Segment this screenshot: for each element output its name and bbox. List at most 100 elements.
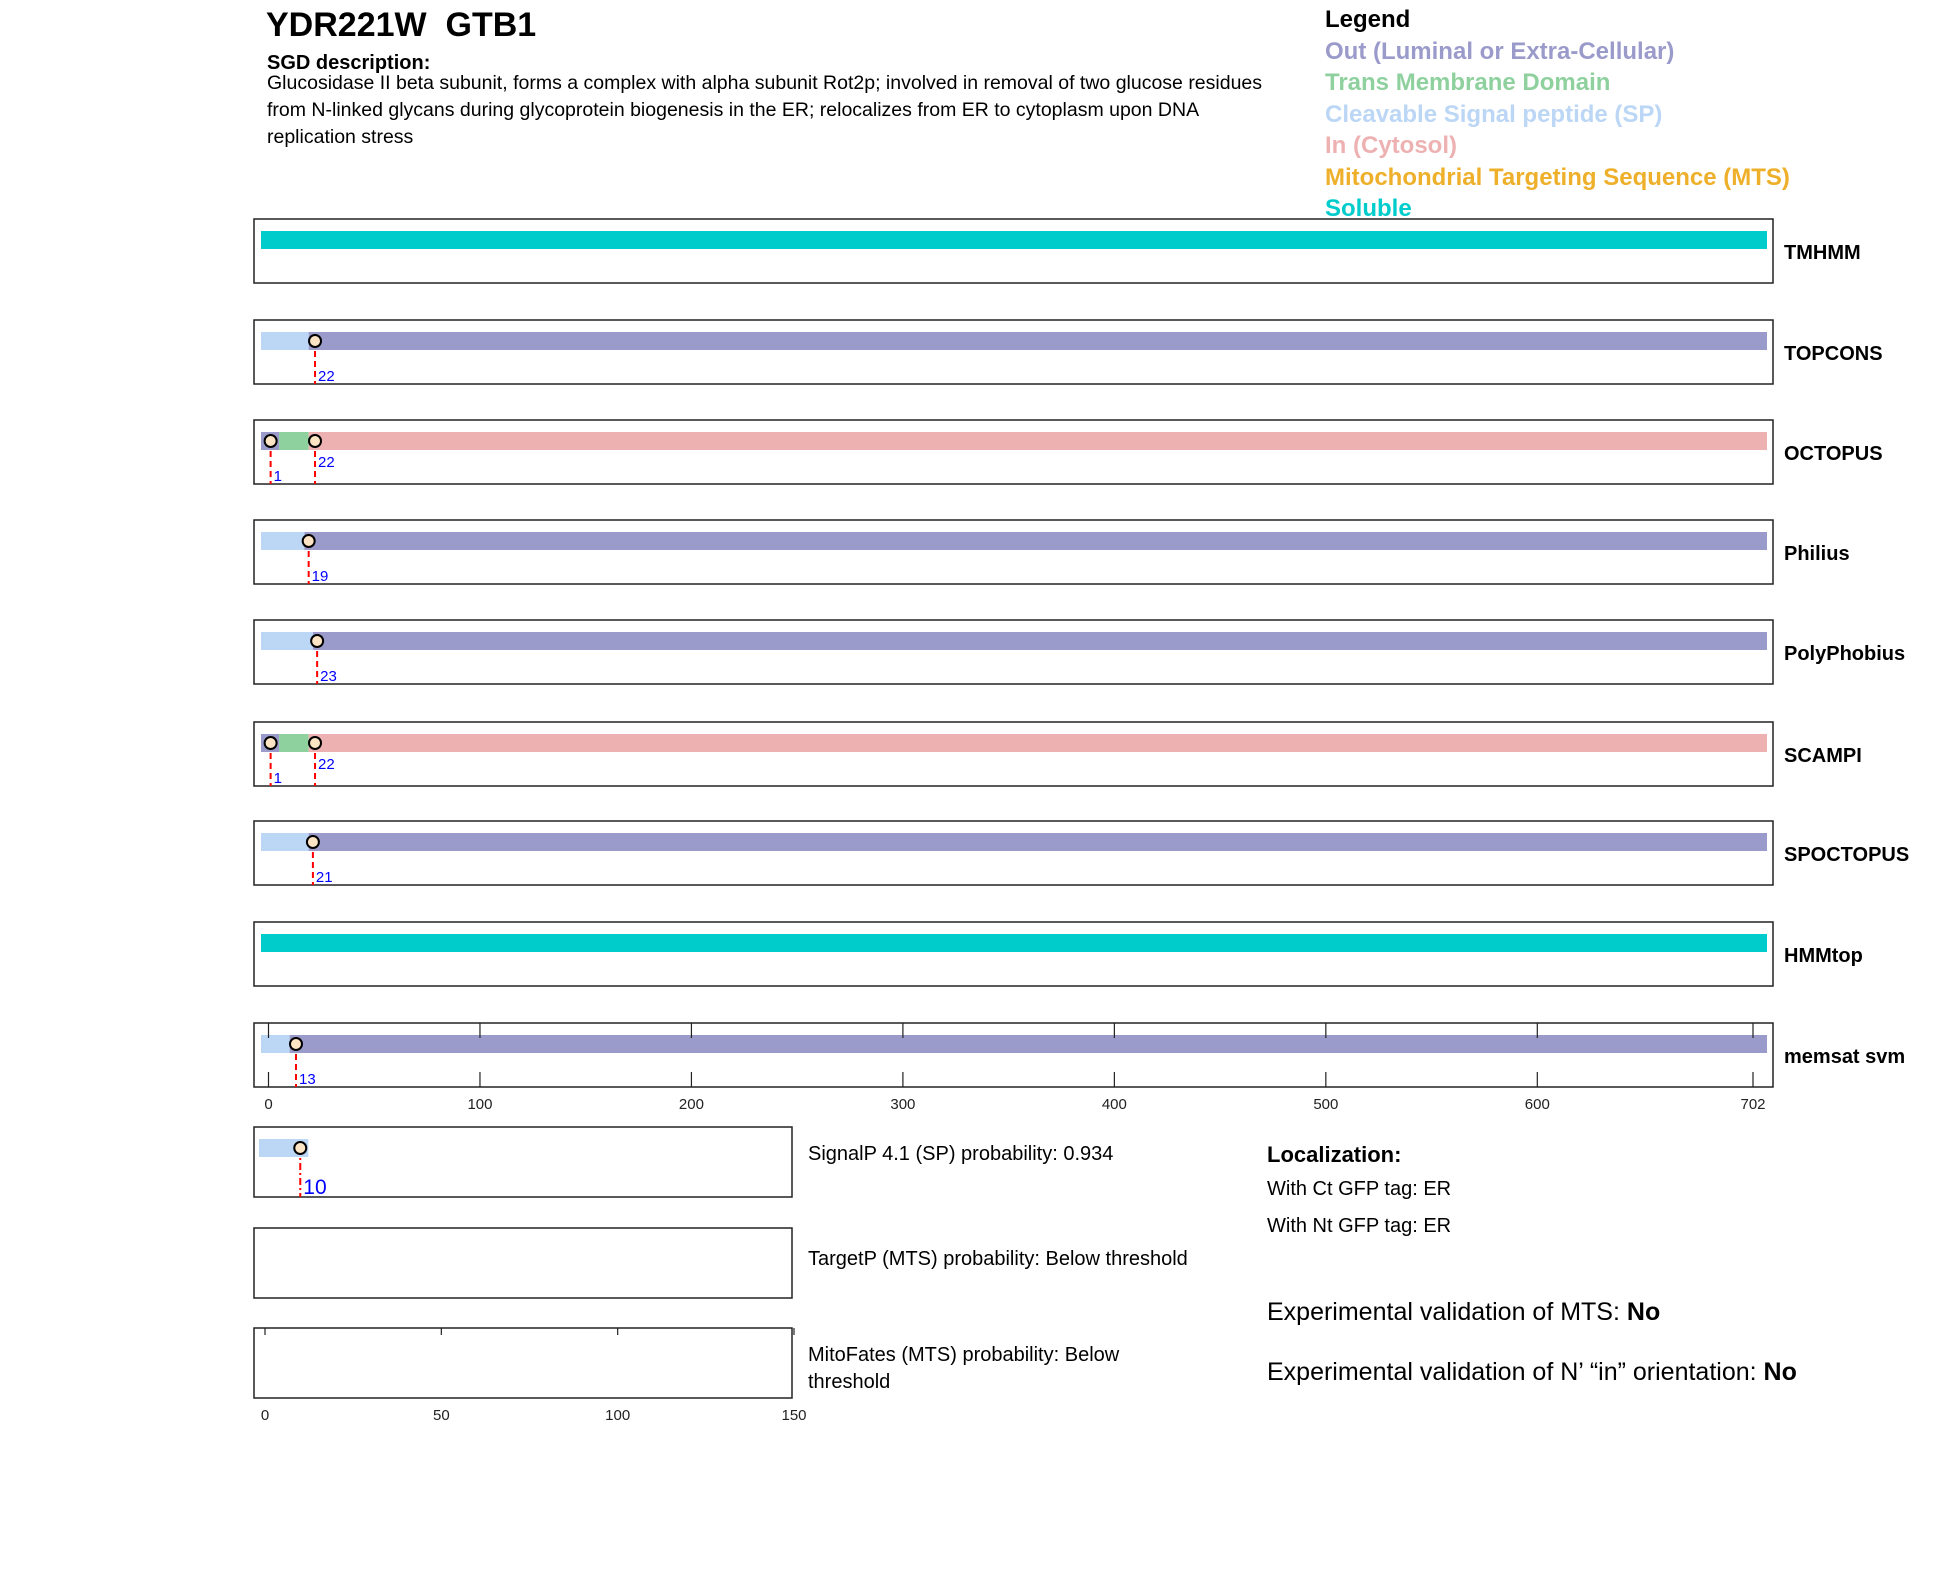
track-label: HMMtop xyxy=(1784,945,1863,967)
axis-tick-label: 0 xyxy=(261,1407,269,1424)
track-label: memsat svm xyxy=(1784,1046,1905,1068)
validation-mts-value: No xyxy=(1626,1298,1661,1326)
segment-sp xyxy=(261,1035,290,1053)
mitofates-text: MitoFates (MTS) probability: Below thres… xyxy=(808,1344,1120,1393)
segment-in xyxy=(308,432,1768,450)
track-scampi: 1 22 SCAMPI xyxy=(253,721,1862,787)
segment-out xyxy=(308,332,1768,350)
legend-item-mts: Mitochondrial Targeting Sequence (MTS) xyxy=(1325,163,1790,191)
marker-circle xyxy=(263,736,278,750)
track-box xyxy=(253,1022,1774,1088)
localization-ct: With Ct GFP tag: ER xyxy=(1267,1178,1452,1200)
track-label: SCAMPI xyxy=(1784,745,1862,767)
track-box xyxy=(253,619,1774,685)
track-label: Philius xyxy=(1784,543,1850,565)
axis-tick-label: 500 xyxy=(1313,1096,1338,1113)
marker-circle xyxy=(301,534,316,548)
small-track-box xyxy=(253,1126,793,1198)
targetp-text: TargetP (MTS) probability: Below thresho… xyxy=(808,1248,1188,1270)
track-spoctopus: 21 SPOCTOPUS xyxy=(253,820,1909,886)
axis-tick-label: 100 xyxy=(605,1407,630,1424)
track-box xyxy=(253,921,1774,987)
track-box xyxy=(253,419,1774,485)
marker-circle xyxy=(305,835,320,849)
legend-item-sp: Cleavable Signal peptide (SP) xyxy=(1325,100,1663,128)
segment-sp xyxy=(261,332,309,350)
track-octopus: 1 22 OCTOPUS xyxy=(253,419,1883,485)
validation-mts-label: Experimental validation of MTS: xyxy=(1267,1298,1627,1326)
legend-item-out: Out (Luminal or Extra-Cellular) xyxy=(1325,37,1675,65)
marker-label: 1 xyxy=(274,770,282,787)
axis-tick-label: 300 xyxy=(890,1096,915,1113)
marker-circle xyxy=(308,736,323,750)
segment-sp xyxy=(261,632,313,650)
validation-nin-value: No xyxy=(1763,1358,1797,1386)
small-track-signalp: 10 xyxy=(253,1126,793,1199)
track-box xyxy=(253,519,1774,585)
legend-item-tm: Trans Membrane Domain xyxy=(1325,69,1611,96)
marker-label: 1 xyxy=(274,468,282,485)
track-box xyxy=(253,721,1774,787)
track-box xyxy=(253,820,1774,886)
marker-label: 22 xyxy=(318,368,335,385)
small-track-box xyxy=(253,1227,793,1299)
track-label: PolyPhobius xyxy=(1784,643,1905,665)
page-title: YDR221W GTB1 xyxy=(266,6,537,44)
track-label: TOPCONS xyxy=(1784,343,1883,365)
marker-circle xyxy=(288,1037,303,1051)
localization-nt: With Nt GFP tag: ER xyxy=(1267,1215,1452,1237)
track-topcons: 22 TOPCONS xyxy=(253,319,1883,385)
small-track-box xyxy=(253,1327,793,1399)
marker-label: 19 xyxy=(312,568,329,585)
marker-circle xyxy=(308,434,323,448)
validation-nin-label: Experimental validation of N’ “in” orien… xyxy=(1267,1358,1764,1386)
track-label: OCTOPUS xyxy=(1784,443,1883,465)
track-memsat-svm: 13 memsat svm 0 100 200 300 400 500 600 702 xyxy=(253,1022,1905,1113)
marker-circle xyxy=(308,334,323,348)
segment-sp xyxy=(261,833,309,851)
legend-item-in: In (Cytosol) xyxy=(1325,132,1457,159)
axis-tick-label: 400 xyxy=(1102,1096,1127,1113)
axis-tick-label: 150 xyxy=(781,1407,806,1424)
track-polyphobius: 23 PolyPhobius xyxy=(253,619,1905,685)
marker-label: 13 xyxy=(299,1071,316,1088)
axis-tick-label: 100 xyxy=(467,1096,492,1113)
segment-out xyxy=(289,1035,1767,1053)
track-box xyxy=(253,218,1774,284)
segment-out xyxy=(312,632,1768,650)
axis-tick-label: 0 xyxy=(264,1096,272,1113)
axis-tick-label: 50 xyxy=(433,1407,450,1424)
legend: Legend Out (Luminal or Extra-Cellular) T… xyxy=(1325,4,1790,225)
axis-tick-label: 200 xyxy=(679,1096,704,1113)
marker-circle xyxy=(293,1141,308,1155)
segment-tm xyxy=(279,734,309,752)
track-philius: 19 Philius xyxy=(253,519,1850,585)
marker-label: 10 xyxy=(303,1176,326,1199)
track-box xyxy=(253,319,1774,385)
validation-nin: Experimental validation of N’ “in” orien… xyxy=(1267,1358,1797,1387)
marker-label: 21 xyxy=(316,869,333,886)
segment-soluble xyxy=(261,934,1767,952)
description-heading: SGD description: xyxy=(267,52,431,74)
segment-in xyxy=(308,734,1768,752)
segment-tm xyxy=(279,432,309,450)
marker-label: 22 xyxy=(318,454,335,471)
legend-item-soluble: Soluble xyxy=(1325,195,1412,222)
legend-title: Legend xyxy=(1325,6,1411,33)
localization-heading: Localization: xyxy=(1267,1142,1402,1167)
small-track-mitofates: 0 50 100 150 xyxy=(253,1327,807,1424)
track-tmhmm: TMHMM xyxy=(253,218,1861,284)
marker-circle xyxy=(310,634,325,648)
track-label: TMHMM xyxy=(1784,242,1861,264)
segment-out xyxy=(304,532,1767,550)
marker-label: 23 xyxy=(320,668,337,685)
track-hmmtop: HMMtop xyxy=(253,921,1863,987)
signalp-text: SignalP 4.1 (SP) probability: 0.934 xyxy=(808,1143,1114,1165)
marker-label: 22 xyxy=(318,756,335,773)
description-text: Glucosidase II beta subunit, forms a com… xyxy=(267,72,1263,148)
segment-sp xyxy=(261,532,305,550)
axis-tick-label: 702 xyxy=(1740,1096,1765,1113)
track-label: SPOCTOPUS xyxy=(1784,844,1909,866)
marker-circle xyxy=(263,434,278,448)
